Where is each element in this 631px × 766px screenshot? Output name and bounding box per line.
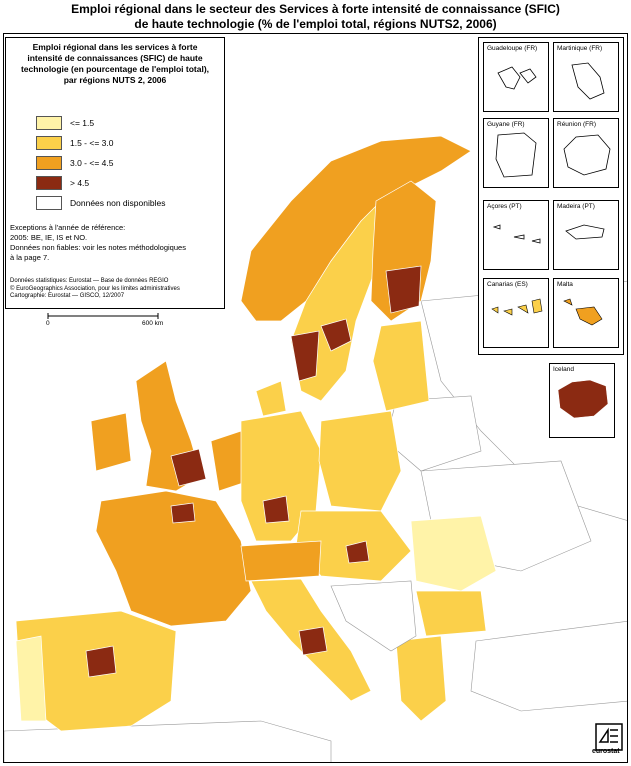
inset-shape-guadeloupe [497, 66, 537, 90]
legend-title-line4: par régions NUTS 2, 2006 [63, 75, 167, 85]
eurostat-logo-icon [595, 723, 623, 751]
bulgaria-region [415, 590, 487, 637]
inset-label-martinique: Martinique (FR) [557, 45, 603, 52]
budapest-region [345, 540, 370, 564]
inset-shape-azores [492, 224, 541, 244]
balkans-region [330, 580, 417, 652]
inset-shape-martinique [571, 62, 605, 100]
inset-reunion: Réunion (FR) [553, 118, 619, 188]
inset-martinique: Martinique (FR) [553, 42, 619, 112]
inset-panel: Guadeloupe (FR) Martinique (FR) Guyane (… [478, 37, 624, 355]
eurostat-logo-text: eurostat [592, 748, 620, 755]
legend-label-4: > 4.5 [70, 178, 90, 188]
legend-swatch-3 [36, 156, 62, 170]
scale-start-label: 0 [46, 320, 50, 327]
notes-line3: Données non fiables: voir les notes méth… [10, 243, 186, 252]
poland-region [318, 410, 402, 512]
inset-shape-canarias [491, 298, 543, 316]
credits-line3: Cartographie: Eurostat — GISCO, 12/2007 [10, 293, 125, 299]
romania-region [410, 515, 497, 592]
inset-label-madeira: Madeira (PT) [557, 203, 595, 210]
france-region [95, 490, 252, 627]
legend-swatch-2 [36, 136, 62, 150]
sweden-south-region [290, 330, 320, 382]
inset-label-reunion: Réunion (FR) [557, 121, 597, 128]
ile-de-france-region [170, 502, 196, 524]
legend-label-2: 1.5 - <= 3.0 [70, 138, 114, 148]
notes-line2: 2005: BE, IE, IS et NO. [10, 233, 88, 242]
legend-swatch-1 [36, 116, 62, 130]
inset-iceland: Iceland [549, 363, 615, 438]
rome-region [298, 626, 328, 656]
inset-madeira: Madeira (PT) [553, 200, 619, 270]
inset-guadeloupe: Guadeloupe (FR) [483, 42, 549, 112]
legend-title-line1: Emploi régional dans les services à fort… [32, 42, 198, 52]
legend-title-line3: technologie (en pourcentage de l'emploi … [20, 64, 210, 74]
inset-malta: Malta [553, 278, 619, 348]
legend-credits: Données statistiques: Eurostat — Base de… [10, 278, 222, 301]
inset-shape-guyane [495, 132, 537, 178]
madrid-region [85, 645, 117, 678]
north-africa-region [4, 720, 332, 762]
credits-line2: © EuroGeographics Association, pour les … [10, 285, 180, 292]
inset-shape-madeira [565, 224, 605, 240]
london-region [170, 448, 207, 487]
legend-swatch-4 [36, 176, 62, 190]
inset-label-malta: Malta [557, 281, 573, 288]
legend-title: Emploi régional dans les services à fort… [10, 42, 220, 86]
credits-line1: Données statistiques: Eurostat — Base de… [10, 278, 169, 284]
helsinki-region [385, 265, 422, 314]
scale-end-label: 600 km [142, 320, 164, 327]
legend-label-3: 3.0 - <= 4.5 [70, 158, 114, 168]
inset-label-guadeloupe: Guadeloupe (FR) [487, 45, 538, 52]
inset-label-guyane: Guyane (FR) [487, 121, 525, 128]
alpine-region [240, 540, 322, 582]
inset-shape-iceland [557, 379, 609, 419]
legend-label-5: Données non disponibles [70, 198, 166, 208]
inset-canarias: Canarias (ES) [483, 278, 549, 348]
ireland-region [90, 412, 132, 472]
inset-shape-reunion [563, 134, 611, 176]
notes-line1: Exceptions à l'année de référence: [10, 223, 126, 232]
inset-azores: Açores (PT) [483, 200, 549, 270]
inset-label-canarias: Canarias (ES) [487, 281, 528, 288]
inset-label-azores: Açores (PT) [487, 203, 522, 210]
legend-swatch-5 [36, 196, 62, 210]
baltics-region [372, 320, 430, 412]
legend-label-1: <= 1.5 [70, 118, 95, 128]
notes-line4: à la page 7. [10, 253, 50, 262]
map-title-line1: Emploi régional dans le secteur des Serv… [71, 2, 560, 16]
denmark-region [255, 380, 287, 417]
legend: Emploi régional dans les services à fort… [5, 37, 225, 327]
inset-guyane: Guyane (FR) [483, 118, 549, 188]
norway-region [240, 135, 472, 322]
stockholm-region [320, 318, 352, 352]
inset-label-iceland: Iceland [553, 366, 574, 373]
legend-title-line2: intensité de connaissances (SFIC) de hau… [27, 53, 203, 63]
map-title-line2: de haute technologie (% de l'emploi tota… [134, 17, 497, 31]
map-title: Emploi régional dans le secteur des Serv… [0, 2, 631, 32]
turkey-region [470, 620, 627, 712]
inset-shape-malta [563, 298, 603, 326]
greece-region [395, 635, 447, 722]
portugal-region [15, 635, 47, 722]
bavaria-region [262, 495, 290, 524]
legend-notes: Exceptions à l'année de référence: 2005:… [10, 223, 222, 263]
scale-bar [47, 313, 159, 319]
